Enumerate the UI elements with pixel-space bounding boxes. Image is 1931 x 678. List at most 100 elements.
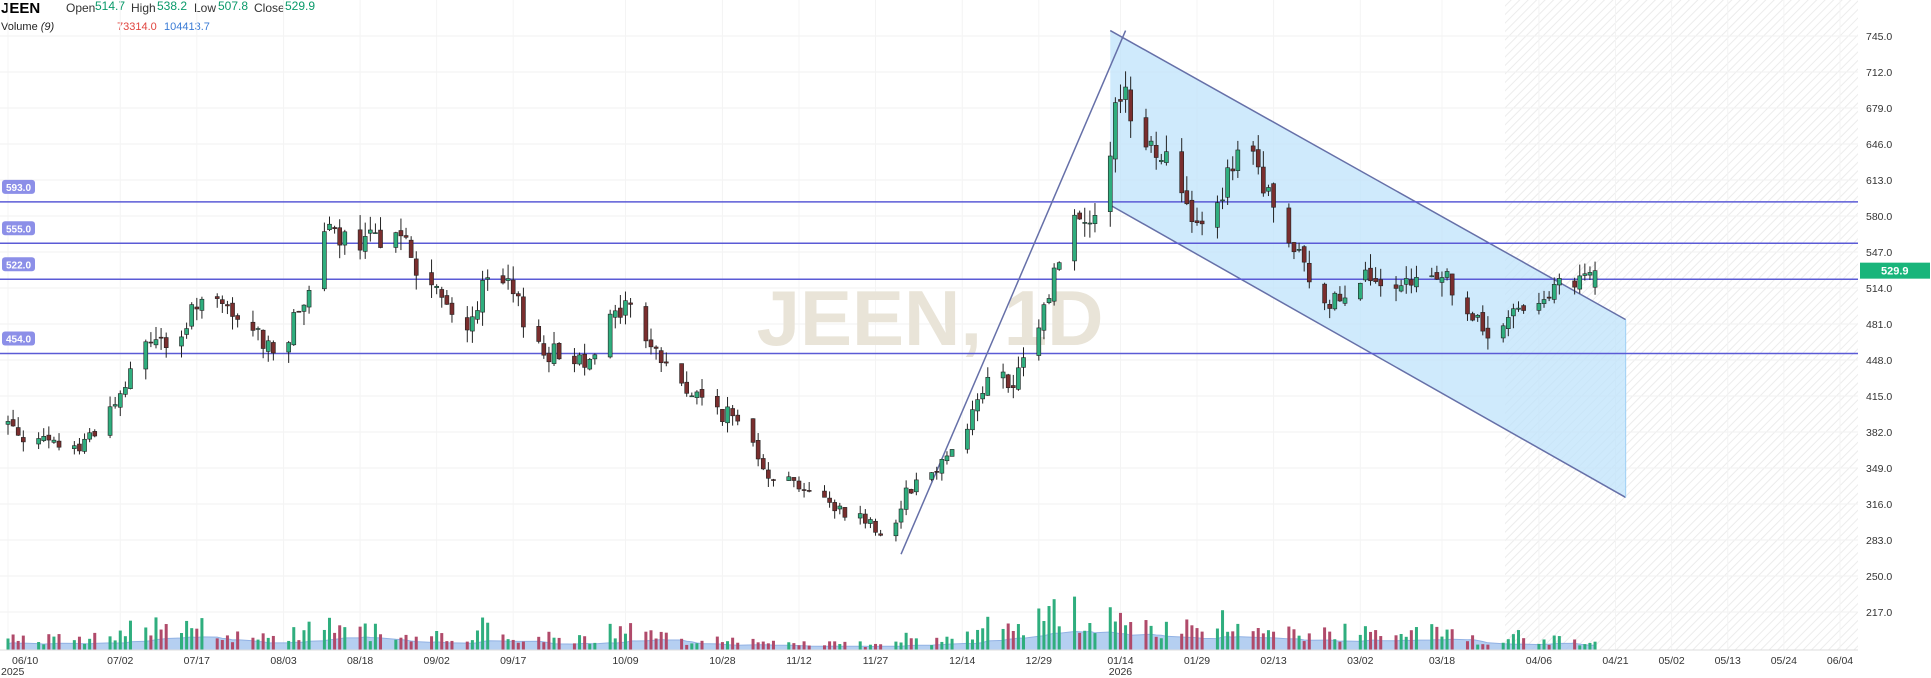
candle-body: [1266, 187, 1271, 192]
x-tick-label: 06/04: [1827, 655, 1853, 667]
candle-body: [1271, 183, 1276, 208]
candle: [720, 409, 725, 426]
volume-pane: [6, 596, 1597, 651]
candle-body: [485, 277, 490, 280]
candle: [1128, 76, 1133, 138]
level-badge: [2, 257, 35, 272]
volume-bar: [266, 637, 270, 650]
candle-body: [117, 393, 123, 408]
x-tick-label: 04/21: [1602, 655, 1628, 667]
volume-bar: [981, 628, 985, 650]
volume-bar: [578, 635, 582, 650]
candle-body: [663, 361, 669, 364]
y-tick-label: 217.0: [1866, 607, 1892, 619]
candle-body: [475, 310, 480, 320]
candle: [1470, 311, 1475, 322]
candle: [1332, 291, 1338, 311]
candle-body: [863, 513, 868, 524]
candle-body: [337, 227, 342, 246]
candle-body: [1046, 298, 1052, 303]
volume-bar: [1328, 631, 1332, 650]
volume-bar: [1057, 626, 1061, 650]
volume-bar: [1113, 621, 1117, 650]
candle-body: [1465, 297, 1470, 315]
x-tick-label: 12/29: [1026, 655, 1052, 667]
y-tick-label: 283.0: [1866, 535, 1892, 547]
volume-bar: [1215, 628, 1219, 650]
candle-body: [822, 490, 827, 498]
volume-bar: [685, 644, 689, 650]
candle: [77, 438, 82, 455]
candle: [1113, 97, 1118, 173]
candle: [214, 293, 220, 308]
candle-body: [342, 231, 348, 246]
y-tick-label: 349.0: [1866, 463, 1892, 475]
candle-body: [612, 310, 618, 318]
volume-bar: [6, 638, 10, 650]
y-tick-label: 316.0: [1866, 499, 1892, 511]
candle: [806, 482, 812, 493]
volume-bar: [572, 643, 576, 650]
candle: [444, 290, 450, 305]
candle: [373, 223, 378, 234]
candle: [158, 328, 164, 350]
candle: [500, 268, 506, 285]
volume-bar: [88, 638, 92, 650]
candle: [1296, 242, 1302, 253]
candle: [1378, 268, 1384, 297]
candle: [1087, 210, 1093, 238]
volume-bar: [654, 638, 658, 650]
candle-body: [1434, 272, 1440, 280]
candle-body: [944, 455, 950, 462]
candle: [730, 405, 735, 426]
candle: [322, 222, 327, 292]
volume-bar: [1435, 626, 1439, 650]
x-tick-label: 07/17: [184, 655, 210, 667]
candle: [153, 326, 159, 349]
volume-bar: [200, 618, 204, 650]
candle: [980, 386, 985, 404]
candle-body: [735, 414, 741, 422]
candle: [939, 458, 945, 481]
candle: [975, 393, 980, 422]
candle-body: [1306, 262, 1312, 283]
candle: [623, 291, 628, 325]
candle: [1225, 159, 1230, 205]
trend-line: [900, 30, 1127, 555]
candle: [653, 345, 659, 360]
candle: [235, 313, 240, 328]
candle-body: [1485, 327, 1491, 339]
candle: [1220, 187, 1225, 210]
volume-bar: [327, 617, 331, 650]
volume-bar: [185, 620, 189, 650]
candle: [1577, 264, 1583, 294]
volume-bar: [164, 624, 168, 650]
x-tick-label: 10/28: [709, 655, 735, 667]
x-tick-label: 02/13: [1260, 655, 1286, 667]
volume-bar: [225, 635, 229, 650]
volume-bar: [1093, 633, 1097, 650]
candle: [301, 304, 307, 326]
candle: [1449, 273, 1455, 306]
candle: [15, 417, 21, 436]
candle-body: [1215, 202, 1220, 228]
y-tick-label: 646.0: [1866, 139, 1892, 151]
candle-body: [766, 469, 771, 479]
x-tick-label: 09/17: [500, 655, 526, 667]
candle: [1506, 310, 1511, 337]
candle: [914, 472, 919, 496]
candle: [1485, 316, 1491, 350]
candle-body: [408, 239, 414, 258]
volume-bar: [970, 639, 974, 650]
volume-bar: [1333, 639, 1337, 650]
volume-bar: [1221, 610, 1225, 650]
volume-bar: [797, 645, 801, 650]
candle-body: [1225, 167, 1230, 198]
volume-bar: [1088, 623, 1092, 650]
candle-body: [1051, 267, 1057, 302]
volume-period: (9): [40, 21, 55, 33]
candle-body: [505, 278, 511, 281]
candle-body: [1250, 145, 1256, 152]
candle: [332, 225, 337, 234]
